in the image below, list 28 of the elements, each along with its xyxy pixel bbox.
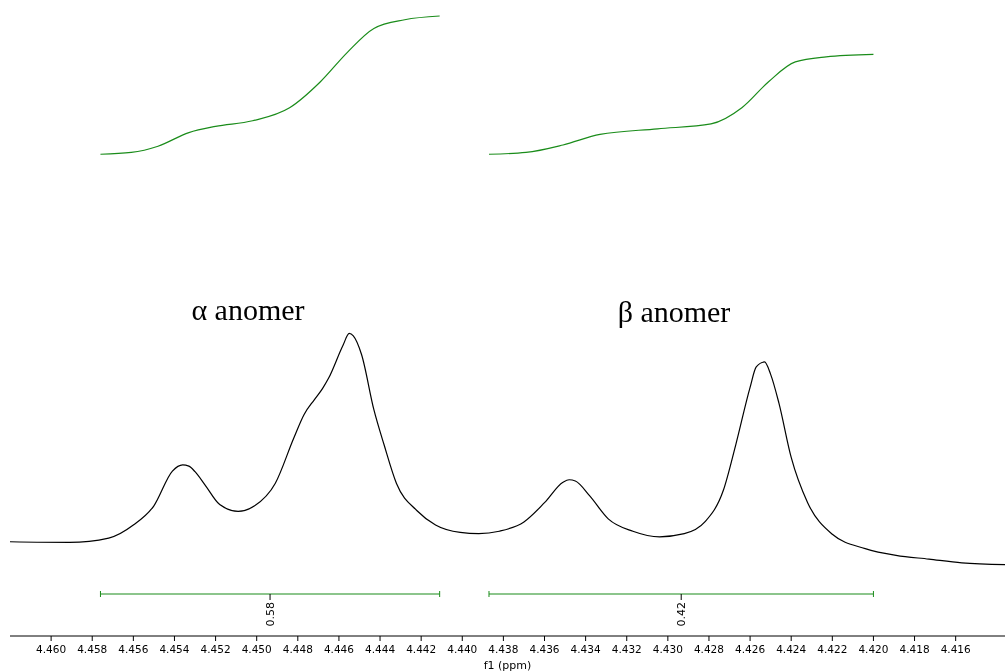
x-tick-label: 4.452 [200,643,231,655]
x-tick-label: 4.454 [159,643,190,655]
x-tick-label: 4.426 [735,643,766,655]
x-tick-label: 4.458 [77,643,108,655]
annotation: 0.42 [675,602,689,627]
x-tick-label: 4.450 [241,643,272,655]
x-tick-label: 4.430 [652,643,683,655]
x-tick-label: 4.428 [693,643,724,655]
x-axis-title: f1 (ppm) [483,659,532,672]
x-tick-label: 4.448 [282,643,313,655]
x-tick-label: 4.456 [118,643,149,655]
x-tick-label: 4.442 [406,643,437,655]
x-tick-label: 4.444 [365,643,396,655]
x-tick-label: 4.418 [899,643,930,655]
x-tick-label: 4.460 [36,643,67,655]
x-tick-label: 4.438 [488,643,519,655]
x-tick-label: 4.436 [529,643,560,655]
x-tick-label: 4.434 [570,643,601,655]
x-tick-label: 4.420 [858,643,889,655]
annotation: α anomer [191,293,305,326]
x-tick-label: 4.446 [323,643,355,655]
x-tick-label: 4.432 [611,643,642,655]
x-tick-label: 4.424 [776,643,807,655]
x-tick-label: 4.440 [447,643,478,655]
annotation: 0.58 [264,602,278,627]
annotation: β anomer [617,295,731,328]
x-tick-label: 4.416 [940,643,972,655]
x-tick-label: 4.422 [817,643,848,655]
